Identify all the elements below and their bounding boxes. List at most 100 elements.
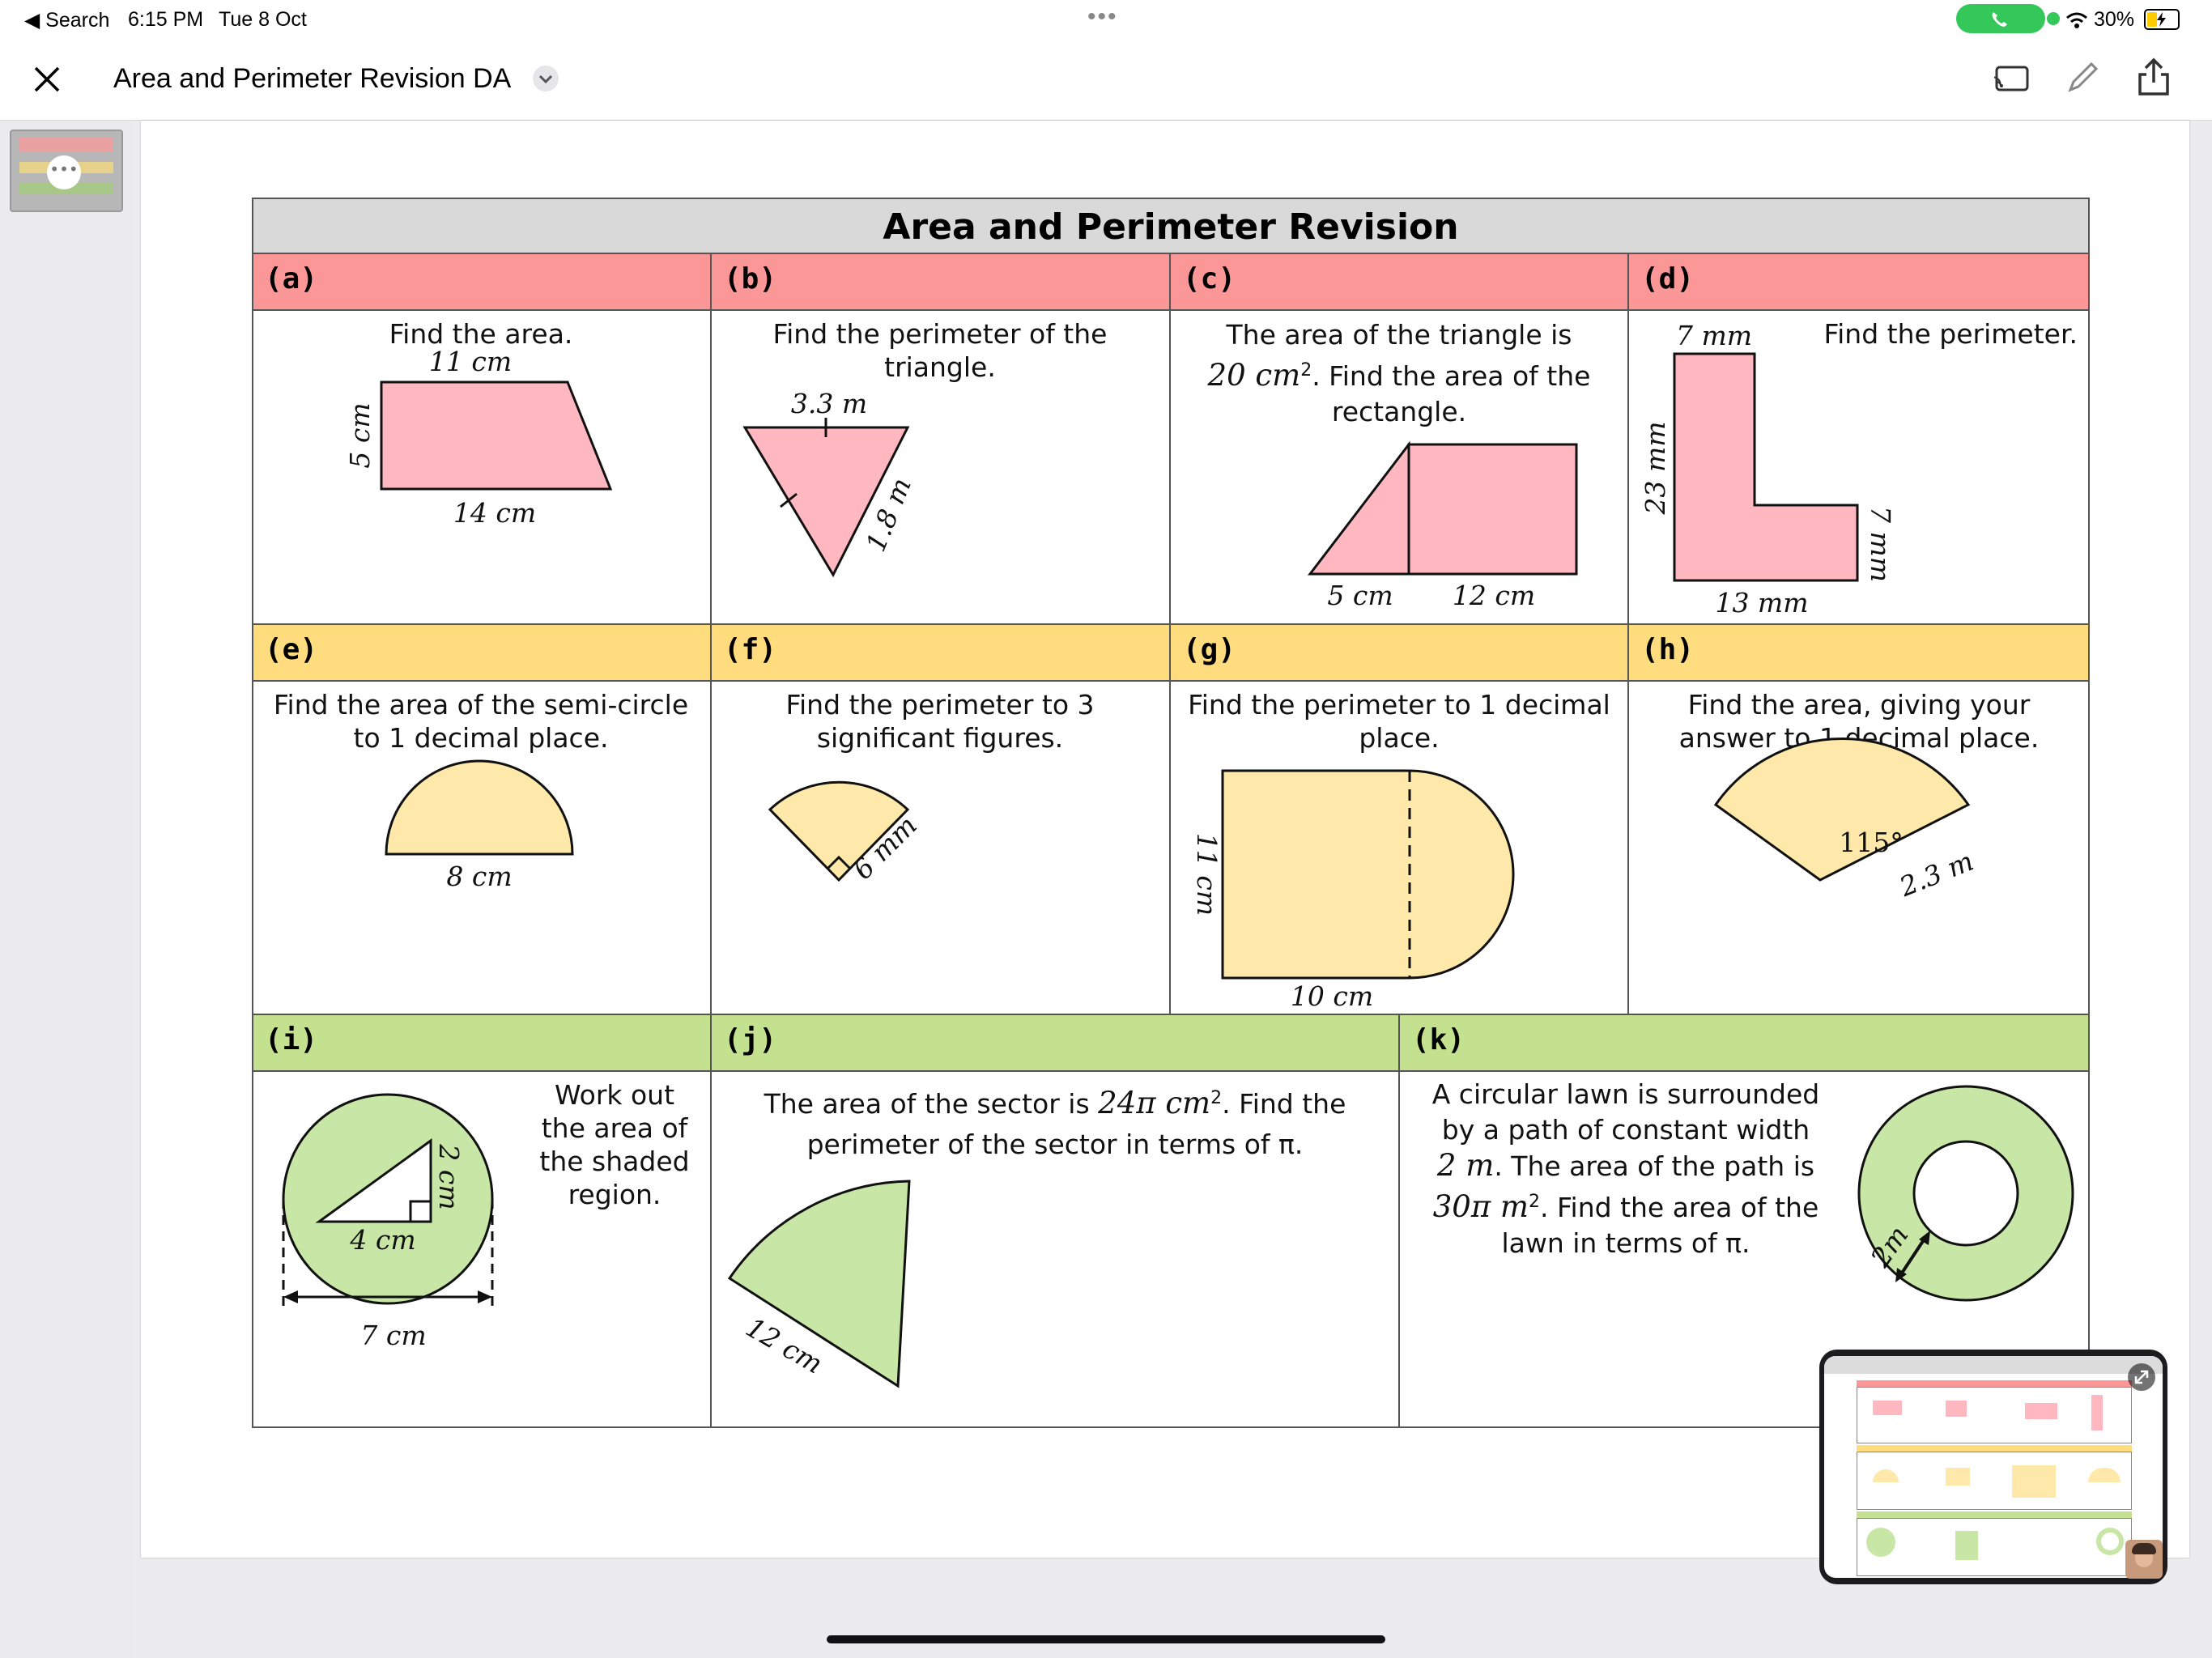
label-b-top: 3.3 m <box>791 388 867 419</box>
label-g-height: 11 cm <box>1191 833 1223 916</box>
label-g-width: 10 cm <box>1291 980 1373 1012</box>
question-k-line3-text: . The area of the path is <box>1494 1150 1815 1182</box>
label-h-angle: 115° <box>1839 827 1904 858</box>
close-icon[interactable] <box>31 63 63 96</box>
question-k-text: A circular lawn is surrounded by a path … <box>1399 1077 1853 1261</box>
label-i-diameter: 7 cm <box>360 1320 426 1351</box>
home-indicator[interactable] <box>827 1635 1385 1643</box>
battery-icon <box>2144 9 2180 30</box>
mic-indicator-icon <box>2047 12 2060 25</box>
diagram-e-semicircle: 8 cm <box>385 759 574 892</box>
question-c-sup: 2 <box>1300 360 1312 380</box>
header-row-yellow <box>252 625 2090 682</box>
column-divider <box>1398 1015 1400 1428</box>
column-divider <box>1627 254 1629 1015</box>
diagram-k-ring: 2m <box>1857 1085 2074 1302</box>
label-d: (d) <box>1641 262 1695 295</box>
question-c-line1: The area of the triangle is <box>1226 319 1572 351</box>
question-k-line3: 2 m. The area of the path is <box>1399 1148 1853 1184</box>
label-a-bottom: 14 cm <box>453 497 536 529</box>
question-k-line4-text: . Find the area of the <box>1539 1192 1819 1223</box>
label-a-side: 5 cm <box>344 402 376 468</box>
label-i-height: 2 cm <box>433 1143 465 1209</box>
battery-percentage: 30% <box>2094 8 2135 31</box>
status-date: Tue 8 Oct <box>219 8 307 31</box>
question-k-area: 30π m <box>1432 1189 1529 1224</box>
wifi-icon <box>2066 12 2087 28</box>
row2-body <box>252 682 2090 1015</box>
label-d-right: 7 mm <box>1865 506 1896 582</box>
question-h-text: Find the area, giving your answer to 1 d… <box>1678 689 2040 754</box>
question-j-sup: 2 <box>1210 1088 1223 1108</box>
row1-body <box>252 311 2090 625</box>
header-row-red <box>252 254 2090 311</box>
question-j-post: . Find the <box>1222 1088 1346 1120</box>
page-thumbnails-sidebar: ••• <box>0 121 131 1658</box>
worksheet-title-bar: Area and Perimeter Revision <box>252 198 2090 254</box>
diagram-j-sector: 12 cm <box>727 1180 911 1388</box>
label-i-base: 4 cm <box>349 1224 415 1256</box>
label-e: (e) <box>265 633 318 666</box>
question-b-text: Find the perimeter of the triangle. <box>772 318 1108 383</box>
question-c-text: The area of the triangle is 20 cm2. Find… <box>1170 317 1628 430</box>
diagram-g-composite: 11 cm 10 cm <box>1191 769 1515 1012</box>
diagram-i-circle: 4 cm 2 cm 7 cm <box>282 1093 494 1351</box>
question-c-post: . Find the area of the <box>1312 360 1591 392</box>
question-j-value: 24π cm <box>1098 1086 1211 1120</box>
expand-icon[interactable] <box>2127 1363 2156 1392</box>
label-f: (f) <box>724 633 777 666</box>
more-options-icon[interactable]: ••• <box>47 155 81 189</box>
status-bar: ◀ Search 6:15 PM Tue 8 Oct ••• 30% <box>0 0 2212 39</box>
label-k: (k) <box>1412 1023 1465 1056</box>
question-c-value: 20 cm <box>1207 358 1301 393</box>
question-f-text: Find the perimeter to 3 significant figu… <box>785 689 1095 754</box>
cast-icon[interactable] <box>1994 62 2030 95</box>
pencil-icon[interactable] <box>2064 59 2101 96</box>
column-divider <box>710 1015 712 1428</box>
status-time: 6:15 PM <box>128 8 204 31</box>
top-toolbar: Area and Perimeter Revision DA <box>0 39 2212 121</box>
question-j-line1: The area of the sector is 24π cm2. Find … <box>711 1078 1399 1124</box>
label-h-radius: 2.3 m <box>1895 845 1978 903</box>
label-h: (h) <box>1641 633 1695 666</box>
label-e-diameter: 8 cm <box>446 861 512 892</box>
column-divider <box>1169 254 1171 1015</box>
chevron-down-icon[interactable] <box>531 64 560 93</box>
label-c-base2: 12 cm <box>1453 580 1535 611</box>
diagram-d-l-shape: 7 mm 23 mm 7 mm 13 mm <box>1640 320 1896 619</box>
question-c-line3: rectangle. <box>1331 396 1467 427</box>
question-k-line1: A circular lawn is surrounded <box>1431 1078 1820 1110</box>
question-i-text: Work out the area of the shaded region. <box>539 1079 690 1210</box>
label-a: (a) <box>265 262 318 295</box>
avatar <box>2125 1540 2163 1579</box>
multitasking-dots-icon[interactable]: ••• <box>1087 3 1118 30</box>
question-k-sup: 2 <box>1528 1192 1540 1212</box>
diagram-h-sector: 115° 2.3 m <box>1713 737 1978 903</box>
phone-icon <box>1992 12 2007 27</box>
question-a-text: Find the area. <box>389 318 573 350</box>
diagram-c-shape: 5 cm 12 cm <box>1307 440 1578 611</box>
share-icon[interactable] <box>2135 57 2172 97</box>
worksheet: Area and Perimeter Revision (a) (b) (c) … <box>252 198 2090 1428</box>
diagram-b-triangle: 3.3 m 1.8 m <box>742 388 917 578</box>
question-k-line2: by a path of constant width <box>1441 1114 1810 1146</box>
picture-in-picture-window[interactable] <box>1819 1350 2167 1584</box>
label-d-top: 7 mm <box>1676 320 1752 351</box>
label-g: (g) <box>1183 633 1236 666</box>
question-d-text: Find the perimeter. <box>1823 318 2078 350</box>
label-a-top: 11 cm <box>429 346 512 377</box>
back-to-search-link[interactable]: ◀ Search <box>24 9 110 32</box>
call-indicator[interactable] <box>1956 4 2045 33</box>
question-k-line5: lawn in terms of π. <box>1501 1227 1750 1259</box>
worksheet-title: Area and Perimeter Revision <box>883 206 1459 248</box>
row3-body <box>252 1072 2090 1428</box>
question-j-pre: The area of the sector is <box>764 1088 1090 1120</box>
document-title[interactable]: Area and Perimeter Revision DA <box>113 63 512 94</box>
header-row-green <box>252 1015 2090 1072</box>
label-b: (b) <box>724 262 777 295</box>
column-divider <box>710 254 712 1015</box>
page-thumbnail[interactable]: ••• <box>10 130 123 212</box>
question-c-line2: 20 cm2. Find the area of the <box>1170 353 1628 394</box>
pip-screen <box>1824 1356 2163 1578</box>
label-c: (c) <box>1183 262 1236 295</box>
